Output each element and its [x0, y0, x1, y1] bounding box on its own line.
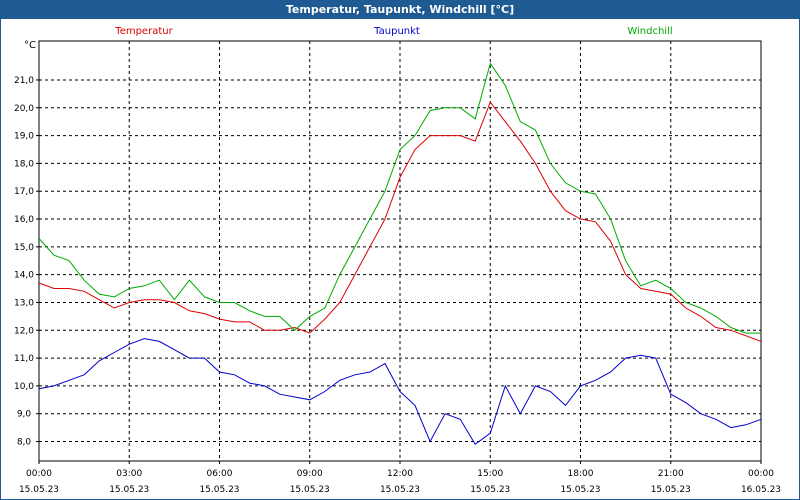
- x-tick-time: 18:00: [568, 469, 594, 479]
- chart-title: Temperatur, Taupunkt, Windchill [°C]: [1, 1, 799, 19]
- x-tick-time: 09:00: [297, 469, 323, 479]
- y-tick-label: 12,0: [14, 326, 34, 336]
- x-tick-date: 15.05.23: [109, 485, 149, 495]
- grid-lines: [39, 41, 761, 461]
- x-tick-date: 15.05.23: [380, 485, 420, 495]
- y-tick-label: 9,0: [17, 410, 32, 420]
- series-line-windchill: [38, 62, 761, 334]
- x-tick-date: 15.05.23: [19, 485, 59, 495]
- y-tick-label: 19,0: [14, 132, 34, 142]
- x-tick-date: 15.05.23: [470, 485, 510, 495]
- y-tick-label: 17,0: [14, 187, 34, 197]
- y-tick-label: 10,0: [14, 382, 34, 392]
- x-tick-time: 06:00: [207, 469, 233, 479]
- y-tick-label: 14,0: [14, 271, 34, 281]
- x-tick-time: 00:00: [26, 469, 52, 479]
- y-tick-label: 21,0: [14, 76, 34, 86]
- y-tick-label: 15,0: [14, 243, 34, 253]
- x-tick-date: 15.05.23: [560, 485, 600, 495]
- x-tick-time: 03:00: [116, 469, 142, 479]
- x-tick-date: 15.05.23: [290, 485, 330, 495]
- series-line-taupunkt: [38, 338, 762, 446]
- x-tick-time: 00:00: [748, 469, 774, 479]
- legend-temperatur: Temperatur: [114, 26, 173, 37]
- y-tick-label: 20,0: [14, 104, 34, 114]
- y-tick-label: 16,0: [14, 215, 34, 225]
- y-unit-label: °C: [24, 40, 36, 51]
- y-axis: 8,0 9,0 10,0 11,0 12,0 13,0 14,0 15,0 16,0 17,0 18…: [14, 76, 39, 448]
- legend-windchill: Windchill: [627, 26, 672, 37]
- x-tick-time: 12:00: [387, 469, 413, 479]
- y-tick-label: 8,0: [17, 438, 32, 448]
- x-tick-date: 15.05.23: [651, 485, 691, 495]
- y-tick-label: 13,0: [14, 298, 34, 308]
- x-tick-time: 15:00: [477, 469, 503, 479]
- legend-taupunkt: Taupunkt: [373, 26, 420, 37]
- y-tick-label: 11,0: [14, 354, 34, 364]
- x-tick-date: 15.05.23: [199, 485, 239, 495]
- series-line-temperatur: [38, 101, 762, 342]
- y-tick-label: 18,0: [14, 159, 34, 169]
- x-tick-date: 16.05.23: [741, 485, 781, 495]
- series-lines: [38, 62, 762, 446]
- x-tick-time: 21:00: [658, 469, 684, 479]
- x-axis: 00:00 15.05.23 03:00 15.05.23 06:00 15.05.23 0…: [19, 461, 781, 495]
